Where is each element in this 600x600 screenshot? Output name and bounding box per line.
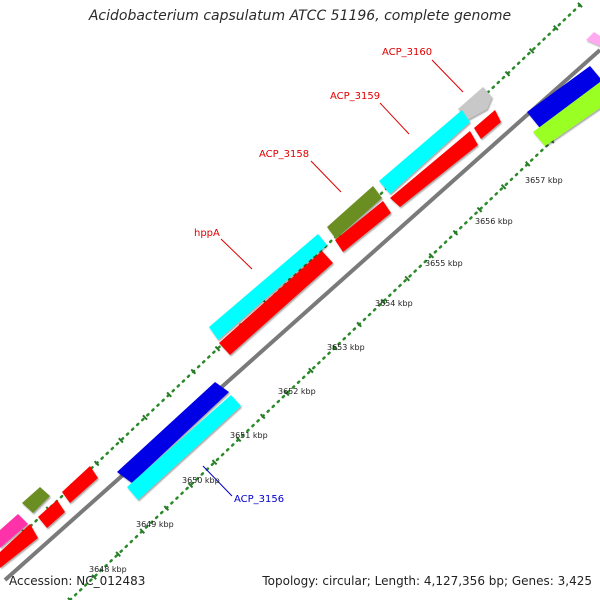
map-title: Acidobacterium capsulatum ATCC 51196, co… <box>88 8 512 24</box>
kbp-label-3651: 3651 kbp <box>230 431 268 440</box>
ruler-tick <box>452 229 459 236</box>
kbp-label-3650: 3650 kbp <box>182 476 220 485</box>
kbp-label-3654: 3654 kbp <box>375 299 413 308</box>
ruler-tick <box>524 161 531 167</box>
genome-backbone <box>3 48 600 582</box>
kbp-label-3656: 3656 kbp <box>475 217 513 226</box>
gene-red-left-1 <box>62 466 98 503</box>
gene-cyan-ACP_3156 <box>127 395 241 500</box>
gene-pink-right <box>586 32 600 46</box>
ruler-tick <box>93 460 100 467</box>
ruler-tick <box>163 505 170 512</box>
ruler-tick <box>577 2 583 8</box>
gene-magenta-left <box>0 514 28 548</box>
ruler-tick <box>380 298 386 305</box>
ruler-tick <box>67 597 72 600</box>
gene-red-left-2 <box>38 500 65 528</box>
ruler-tick <box>553 25 559 31</box>
ruler-tick <box>139 528 146 534</box>
gene-lime-right <box>533 82 600 146</box>
ruler-tick <box>356 321 362 328</box>
inner-ruler-ticks <box>67 92 600 600</box>
kbp-label-3655: 3655 kbp <box>425 259 463 268</box>
gene-label-ACP_3160: ACP_3160 <box>382 47 432 58</box>
ruler-tick <box>528 47 535 54</box>
gene-labels: ACP_3160 ACP_3159 ACP_3158 hppA ACP_3156 <box>194 47 432 505</box>
line-ACP_3158 <box>310 160 342 193</box>
gene-red-ACP_3158b <box>335 201 391 252</box>
reverse-strand-genes <box>0 82 600 568</box>
ruler-tick <box>428 252 435 259</box>
line-ACP_3159 <box>379 102 410 135</box>
ruler-tick <box>259 413 266 420</box>
ruler-tick <box>500 183 507 190</box>
gene-label-lines <box>202 59 464 497</box>
gene-label-ACP_3156: ACP_3156 <box>234 494 284 505</box>
gene-label-ACP_3158: ACP_3158 <box>259 149 309 160</box>
ruler-tick <box>211 459 218 466</box>
line-hppA <box>220 238 253 270</box>
kbp-label-3657: 3657 kbp <box>525 176 563 185</box>
kbp-label-3649: 3649 kbp <box>136 520 174 529</box>
inner-ruler <box>67 92 600 600</box>
ruler-tick <box>504 70 511 77</box>
gene-blue-right <box>527 66 600 128</box>
gene-red-ACP_3160b <box>474 110 501 139</box>
ruler-tick <box>235 436 242 443</box>
ruler-tick <box>332 344 338 351</box>
kbp-labels: 3648 kbp 3649 kbp 3650 kbp 3651 kbp 3652… <box>89 176 563 574</box>
gene-gray-ACP_3160 <box>458 87 492 120</box>
kbp-label-3648: 3648 kbp <box>89 565 127 574</box>
gene-olive-ACP_3158 <box>327 186 382 239</box>
kbp-label-3652: 3652 kbp <box>278 387 316 396</box>
ruler-tick <box>190 368 197 375</box>
ruler-tick <box>284 390 290 397</box>
ruler-tick <box>214 345 221 352</box>
kbp-label-3653: 3653 kbp <box>327 343 365 352</box>
gene-label-hppA: hppA <box>194 228 220 239</box>
gene-red-left-3 <box>0 524 38 568</box>
gene-blue-ACP_3156-left <box>117 382 229 483</box>
topology-label: Topology: circular; Length: 4,127,356 bp… <box>262 574 592 588</box>
ruler-tick <box>476 206 483 213</box>
gene-red-ACP_3159b <box>390 131 478 207</box>
gene-red-hppAb <box>219 251 333 355</box>
gene-olive-left <box>22 487 50 513</box>
ruler-tick <box>166 391 172 398</box>
ruler-tick <box>187 482 194 489</box>
forward-strand-genes <box>0 32 600 548</box>
line-ACP_3156 <box>202 465 233 497</box>
ruler-tick <box>308 367 314 374</box>
ruler-tick <box>404 275 411 282</box>
gene-cyan-ACP_3159 <box>379 110 470 194</box>
gene-label-ACP_3159: ACP_3159 <box>330 91 380 102</box>
gene-cyan-hppA <box>209 234 327 340</box>
ruler-tick <box>91 574 97 580</box>
ruler-tick <box>118 437 124 444</box>
accession-label: Accession: NC_012483 <box>9 574 146 588</box>
line-ACP_3160 <box>431 59 464 93</box>
ruler-tick <box>142 414 148 421</box>
ruler-tick <box>115 551 121 557</box>
